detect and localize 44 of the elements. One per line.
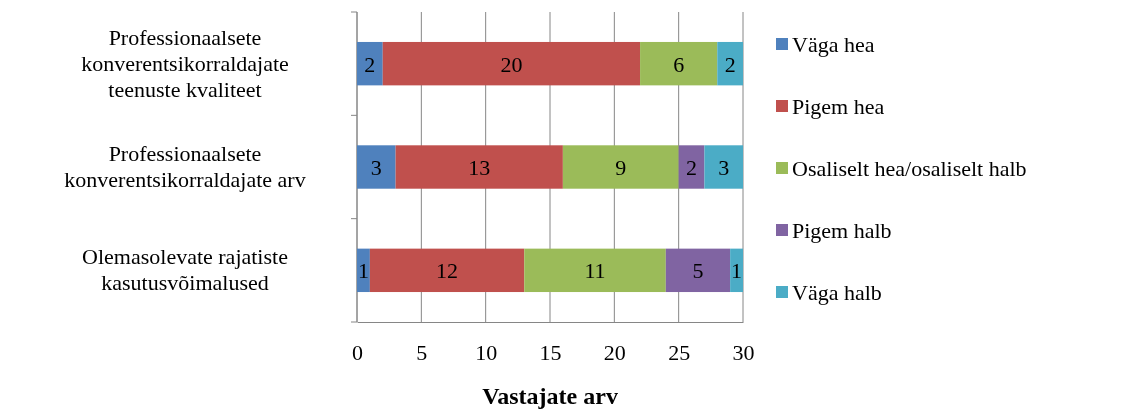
- y-tick-label: Professionaalsete konverentsikorraldajate teenuste kvaliteet: [81, 24, 289, 102]
- bar: [357, 248, 370, 293]
- bar: [357, 145, 396, 189]
- data-label: 2: [364, 51, 376, 77]
- data-label: 11: [584, 258, 606, 284]
- bar: [382, 41, 641, 86]
- legend-label: Väga hea: [792, 32, 875, 57]
- data-label: 6: [673, 51, 685, 77]
- legend-label: Osaliselt hea/osaliselt halb: [792, 156, 1027, 181]
- legend-label: Pigem hea: [792, 94, 885, 119]
- bar: [665, 248, 731, 293]
- y-tick-label: Professionaalsete konverentsikorraldajate arv: [64, 141, 306, 192]
- bar: [704, 145, 743, 189]
- legend-label: Pigem halb: [792, 218, 892, 243]
- bar: [640, 41, 718, 86]
- x-axis-title: Vastajate arv: [482, 383, 618, 409]
- data-label: 5: [692, 258, 704, 284]
- data-label: 2: [686, 155, 698, 180]
- bar: [717, 41, 743, 86]
- data-label: 1: [357, 258, 369, 284]
- data-label: 12: [436, 258, 459, 284]
- data-label: 20: [500, 51, 523, 77]
- x-tick-label: 5: [416, 339, 428, 365]
- x-tick-label: 10: [475, 339, 498, 365]
- y-tick-label: Olemasolevate rajatiste kasutusvõimalused: [82, 244, 288, 296]
- x-tick-label: 30: [732, 339, 755, 365]
- x-tick-label: 25: [668, 339, 691, 365]
- x-tick-label: 0: [352, 339, 363, 365]
- bar: [524, 248, 666, 293]
- bar: [395, 145, 563, 189]
- legend-label: Väga halb: [792, 280, 882, 305]
- data-label: 2: [724, 51, 736, 77]
- bar: [369, 248, 525, 293]
- x-tick-label: 20: [603, 339, 626, 365]
- data-label: 3: [370, 155, 382, 180]
- x-tick-label: 15: [539, 339, 562, 365]
- data-label: 9: [615, 155, 627, 180]
- bar: [730, 248, 743, 293]
- data-label: 13: [468, 155, 491, 180]
- bar: [357, 41, 383, 86]
- bar: [678, 145, 705, 189]
- bar: [562, 145, 679, 189]
- data-label: 3: [718, 155, 730, 180]
- data-label: 1: [731, 258, 743, 284]
